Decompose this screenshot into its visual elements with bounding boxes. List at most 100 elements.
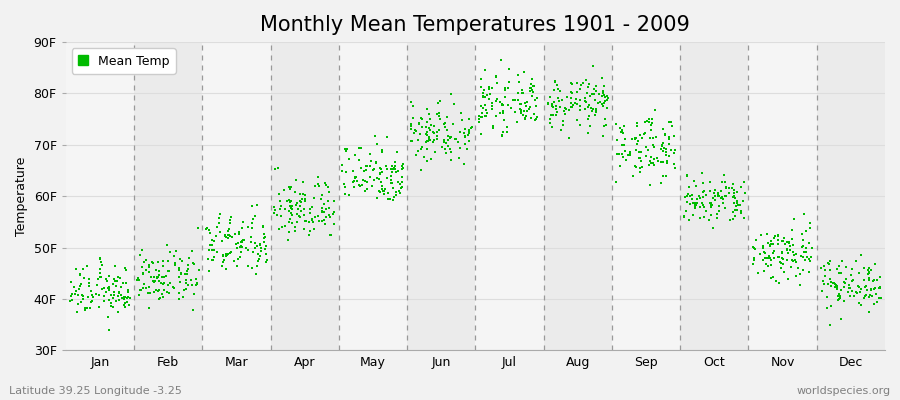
Point [779,247,794,254]
Point [419,132,434,138]
Point [180,266,194,272]
Point [553,88,567,94]
Point [550,82,564,88]
Point [772,254,787,260]
Point [711,193,725,199]
Point [440,127,454,133]
Point [798,257,813,263]
Point [302,219,317,225]
Point [680,173,694,179]
Point [319,182,333,188]
Point [369,160,383,166]
Point [122,294,136,300]
Point [858,293,872,299]
Point [474,130,489,137]
Point [728,207,742,214]
Point [558,105,572,112]
Point [598,122,613,128]
Point [131,277,146,283]
Point [555,97,570,103]
Point [774,255,788,261]
Point [868,285,882,291]
Point [393,190,408,196]
Point [259,259,274,265]
Point [421,111,436,118]
Point [446,121,460,127]
Point [776,256,790,262]
Point [552,98,566,104]
Point [386,184,400,191]
Point [359,179,374,186]
Point [489,73,503,80]
Point [518,115,532,121]
Point [688,201,703,208]
Point [616,122,631,129]
Point [72,286,86,292]
Point [272,226,286,232]
Point [803,257,817,264]
Point [860,292,874,298]
Point [857,265,871,272]
Point [727,195,742,201]
Point [172,266,186,273]
Point [413,166,428,173]
Point [498,87,512,93]
Point [598,98,612,104]
Point [821,281,835,287]
Point [157,287,171,294]
Point [267,210,282,216]
Point [543,116,557,122]
Point [215,263,230,269]
Point [77,274,92,281]
Point [231,256,246,262]
Point [273,198,287,204]
Point [845,288,859,295]
Point [114,292,129,298]
Point [830,284,844,291]
Point [770,233,785,240]
Point [474,114,489,120]
Point [288,228,302,234]
Point [478,112,492,119]
Point [315,209,329,215]
Point [689,182,704,189]
Point [111,293,125,299]
Point [107,289,122,295]
Point [102,296,116,303]
Point [282,184,296,190]
Point [573,82,588,89]
Point [761,254,776,261]
Point [524,85,538,91]
Point [148,287,163,293]
Point [322,188,337,195]
Point [748,245,762,252]
Point [422,134,436,141]
Point [737,178,751,185]
Point [199,226,213,232]
Point [474,84,489,90]
Point [141,284,156,291]
Point [222,220,237,226]
Point [444,91,458,97]
Point [730,189,744,196]
Point [826,280,841,286]
Point [294,199,309,205]
Point [709,211,724,218]
Point [203,242,218,248]
Point [135,264,149,270]
Point [419,124,434,130]
Point [719,193,733,200]
Point [655,140,670,146]
Point [718,179,733,185]
Point [104,303,119,310]
Point [153,294,167,301]
Point [359,162,374,169]
Point [596,133,610,140]
Point [564,104,579,110]
Point [833,292,848,299]
Point [572,122,587,128]
Point [543,120,557,126]
Point [866,278,880,284]
Point [236,219,250,225]
Point [376,188,391,194]
